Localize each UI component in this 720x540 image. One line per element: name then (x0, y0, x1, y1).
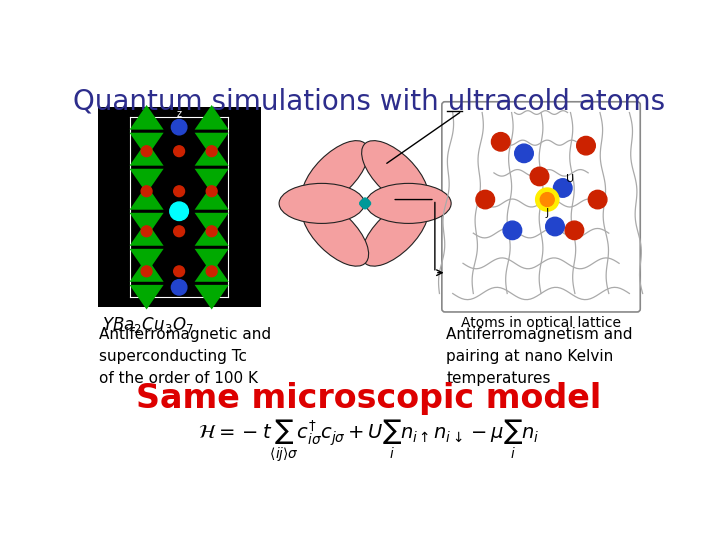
Circle shape (174, 226, 184, 237)
Bar (98, 107, 261, 307)
Circle shape (141, 226, 152, 237)
Circle shape (174, 266, 184, 276)
FancyBboxPatch shape (442, 102, 640, 312)
Polygon shape (130, 285, 163, 309)
Polygon shape (194, 257, 229, 282)
Text: $\mathcal{H} = -t \sum_{\langle ij \rangle \sigma} c^{\dagger}_{i\sigma}c_{j\sig: $\mathcal{H} = -t \sum_{\langle ij \rang… (199, 417, 539, 464)
Circle shape (170, 202, 189, 220)
Circle shape (171, 280, 187, 295)
Circle shape (503, 221, 522, 240)
Circle shape (540, 193, 554, 206)
Polygon shape (130, 105, 163, 130)
Polygon shape (130, 141, 163, 166)
Circle shape (363, 204, 367, 209)
Ellipse shape (361, 200, 428, 266)
Circle shape (554, 179, 572, 197)
Circle shape (206, 146, 217, 157)
Circle shape (141, 146, 152, 157)
Circle shape (363, 198, 367, 202)
Polygon shape (194, 213, 229, 238)
Circle shape (206, 186, 217, 197)
Ellipse shape (279, 184, 364, 224)
Polygon shape (194, 105, 229, 130)
Circle shape (171, 119, 187, 135)
Polygon shape (130, 168, 163, 193)
Ellipse shape (366, 184, 451, 224)
Polygon shape (130, 221, 163, 246)
Circle shape (492, 132, 510, 151)
Circle shape (171, 204, 187, 219)
Circle shape (361, 199, 370, 208)
Text: J: J (546, 208, 549, 218)
Circle shape (174, 186, 184, 197)
Polygon shape (194, 141, 229, 166)
Circle shape (536, 188, 559, 211)
Text: Same microscopic model: Same microscopic model (136, 382, 602, 415)
Circle shape (565, 221, 584, 240)
Ellipse shape (302, 200, 369, 266)
Circle shape (363, 201, 367, 206)
Circle shape (366, 201, 371, 206)
Circle shape (515, 144, 534, 163)
Text: z: z (176, 109, 181, 119)
Circle shape (174, 146, 184, 157)
Ellipse shape (361, 140, 428, 207)
Circle shape (206, 266, 217, 276)
Circle shape (546, 217, 564, 236)
Polygon shape (130, 213, 163, 238)
Circle shape (206, 226, 217, 237)
Polygon shape (194, 221, 229, 246)
Circle shape (360, 201, 364, 206)
Text: Atoms in optical lattice: Atoms in optical lattice (461, 316, 621, 330)
Circle shape (141, 186, 152, 197)
Polygon shape (194, 168, 229, 193)
Polygon shape (194, 185, 229, 210)
Polygon shape (194, 249, 229, 273)
Polygon shape (130, 133, 163, 157)
Circle shape (476, 190, 495, 209)
Text: Quantum simulations with ultracold atoms: Quantum simulations with ultracold atoms (73, 88, 665, 116)
Polygon shape (130, 257, 163, 282)
Text: U: U (567, 174, 575, 184)
Text: Antiferromagnetic and
superconducting Tc
of the order of 100 K: Antiferromagnetic and superconducting Tc… (99, 327, 271, 386)
Circle shape (577, 137, 595, 155)
Circle shape (588, 190, 607, 209)
Polygon shape (130, 249, 163, 273)
Polygon shape (194, 133, 229, 157)
Circle shape (530, 167, 549, 186)
Text: YBa$_2$Cu$_3$O$_7$: YBa$_2$Cu$_3$O$_7$ (102, 315, 194, 335)
Text: Antiferromagnetism and
pairing at nano Kelvin
temperatures: Antiferromagnetism and pairing at nano K… (446, 327, 633, 386)
Ellipse shape (302, 140, 369, 207)
Circle shape (141, 266, 152, 276)
Polygon shape (130, 185, 163, 210)
Polygon shape (194, 285, 229, 309)
